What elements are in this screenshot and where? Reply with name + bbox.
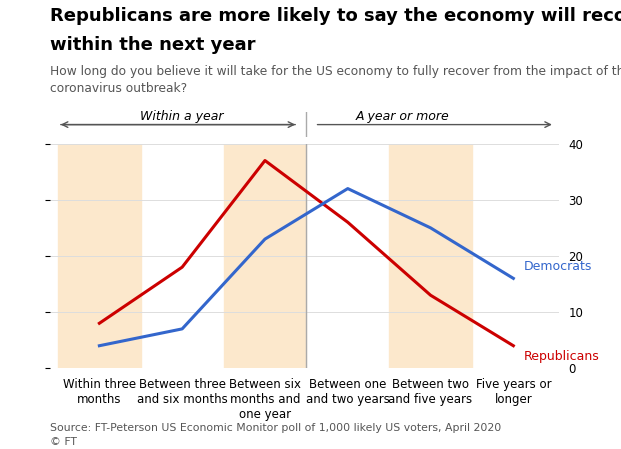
Text: Democrats: Democrats [524,260,592,273]
Text: Republicans are more likely to say the economy will recover: Republicans are more likely to say the e… [50,7,621,25]
Text: A year or more: A year or more [356,110,450,123]
Bar [224,144,306,368]
Text: Republicans: Republicans [524,350,599,363]
Text: Source: FT-Peterson US Economic Monitor poll of 1,000 likely US voters, April 20: Source: FT-Peterson US Economic Monitor … [50,423,501,447]
Text: within the next year: within the next year [50,36,255,54]
Bar [58,144,141,368]
Text: Within a year: Within a year [140,110,224,123]
Text: How long do you believe it will take for the US economy to fully recover from th: How long do you believe it will take for… [50,65,621,95]
Bar [389,144,472,368]
